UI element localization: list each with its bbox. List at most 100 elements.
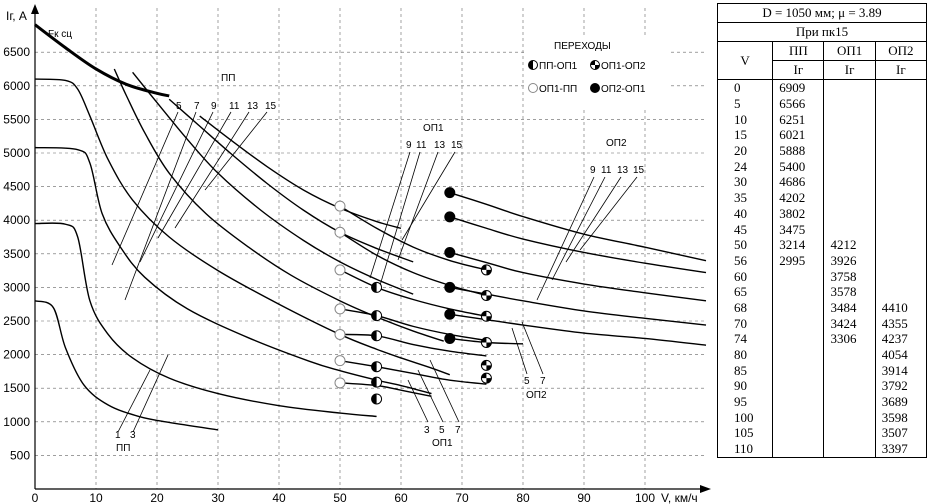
op1-top-number: 15 — [451, 140, 463, 151]
transition-marker — [371, 310, 383, 322]
pp-bottom-number: 3 — [130, 430, 136, 441]
x-tick-label: 40 — [272, 491, 286, 504]
table-row: 0 6909 — [716, 79, 927, 96]
table-row: 45 3475 — [716, 221, 927, 237]
current-cell: 2995 — [772, 252, 825, 269]
table-row: 74 3306 4237 — [716, 331, 927, 347]
table-row: 110 3397 — [716, 440, 927, 458]
table-row: 70 3424 4355 — [716, 315, 927, 331]
marker-circle — [334, 264, 346, 276]
current-cell — [874, 111, 927, 128]
transition-marker — [480, 264, 492, 276]
transition-marker — [444, 332, 456, 344]
label-leader-line — [132, 354, 169, 433]
current-cell — [874, 174, 927, 190]
op2-bottom-number: 7 — [540, 376, 546, 387]
limit-curve-label: Fк сц — [48, 29, 72, 40]
label-leader-line — [565, 176, 622, 263]
y-tick-label: 6000 — [3, 79, 30, 93]
marker-fill — [528, 60, 533, 70]
transition-marker — [334, 303, 346, 315]
table-row: 105 3507 — [716, 425, 927, 441]
y-axis-arrow — [31, 4, 39, 14]
current-cell: 4237 — [874, 331, 927, 347]
table-title: D = 1050 мм; μ = 3.89 — [717, 3, 927, 23]
op1-top-number: 9 — [406, 140, 412, 151]
traction-chart: 5001000150020002500300035004000450050005… — [3, 4, 711, 504]
label-leader-line — [407, 379, 429, 423]
label-leader-line — [417, 369, 444, 423]
x-tick-label: 80 — [516, 491, 530, 504]
current-cell — [874, 283, 927, 300]
marker-circle — [334, 328, 346, 340]
data-table: D = 1050 мм; μ = 3.89 При пк15 V ПП ОП1 … — [716, 3, 927, 458]
marker-fill — [481, 311, 487, 317]
transition-marker — [480, 337, 492, 349]
transition-marker — [334, 328, 346, 340]
series-line — [449, 191, 707, 262]
op2-top-number: 13 — [617, 165, 629, 176]
y-tick-label: 1500 — [3, 381, 30, 395]
legend-marker — [590, 60, 600, 70]
marker-fill — [486, 295, 492, 301]
label-leader-line — [139, 111, 214, 263]
speed-cell: 40 — [716, 205, 774, 222]
current-cell: 4686 — [772, 174, 825, 190]
table-subtitle: При пк15 — [717, 22, 927, 42]
op2-top-label: ОП2 — [606, 138, 627, 149]
y-tick-label: 2000 — [3, 348, 30, 362]
op1-top-number: 11 — [416, 140, 427, 151]
marker-circle — [444, 211, 456, 223]
current-cell: 3484 — [823, 299, 876, 316]
speed-cell: 24 — [716, 158, 774, 175]
marker-fill — [371, 377, 377, 388]
current-cell — [823, 189, 876, 206]
table-row: 10 6251 — [716, 111, 927, 128]
series-line — [34, 222, 377, 418]
sub-header: Iг — [823, 60, 876, 80]
series-line — [199, 115, 402, 229]
speed-cell: 35 — [716, 189, 774, 206]
x-tick-label: 90 — [577, 491, 591, 504]
group-header: ОП1 — [823, 41, 876, 61]
speed-cell: 100 — [716, 409, 774, 426]
transition-marker — [444, 281, 456, 293]
table-row: 90 3792 — [716, 378, 927, 394]
legend-box — [527, 36, 669, 108]
table-row: 60 3758 — [716, 268, 927, 284]
marker-circle — [334, 377, 346, 389]
y-tick-label: 3000 — [3, 280, 30, 294]
op1-bottom-number: 3 — [424, 425, 430, 436]
current-cell: 3598 — [874, 409, 927, 426]
transition-marker — [371, 330, 383, 342]
table-row: 35 4202 — [716, 189, 927, 206]
current-cell: 3507 — [874, 425, 927, 441]
chart-axes: 5001000150020002500300035004000450050005… — [3, 4, 711, 504]
speed-cell: 90 — [716, 378, 774, 394]
series-line — [339, 231, 487, 297]
current-cell — [823, 346, 876, 363]
op2-bottom-label: ОП2 — [526, 390, 547, 401]
pp-bottom-label: ПП — [116, 443, 130, 454]
current-cell — [823, 205, 876, 222]
current-cell: 6909 — [772, 79, 825, 96]
current-cell — [823, 174, 876, 190]
marker-circle — [444, 246, 456, 258]
y-tick-label: 5500 — [3, 112, 30, 126]
speed-cell: 68 — [716, 299, 774, 316]
table-row: 65 3578 — [716, 283, 927, 300]
table-row: 40 3802 — [716, 205, 927, 222]
current-cell — [823, 142, 876, 159]
label-leader-line — [579, 176, 638, 251]
marker-fill — [371, 310, 377, 321]
marker-fill — [486, 316, 492, 322]
legend-title: ПЕРЕХОДЫ — [554, 41, 611, 52]
current-cell — [772, 268, 825, 284]
speed-cell: 15 — [716, 127, 774, 143]
marker-circle — [444, 332, 456, 344]
marker-fill — [371, 393, 377, 404]
label-leader-line — [377, 151, 421, 293]
current-cell — [772, 440, 825, 458]
label-leader-line — [536, 176, 595, 301]
table-row: 30 4686 — [716, 174, 927, 190]
